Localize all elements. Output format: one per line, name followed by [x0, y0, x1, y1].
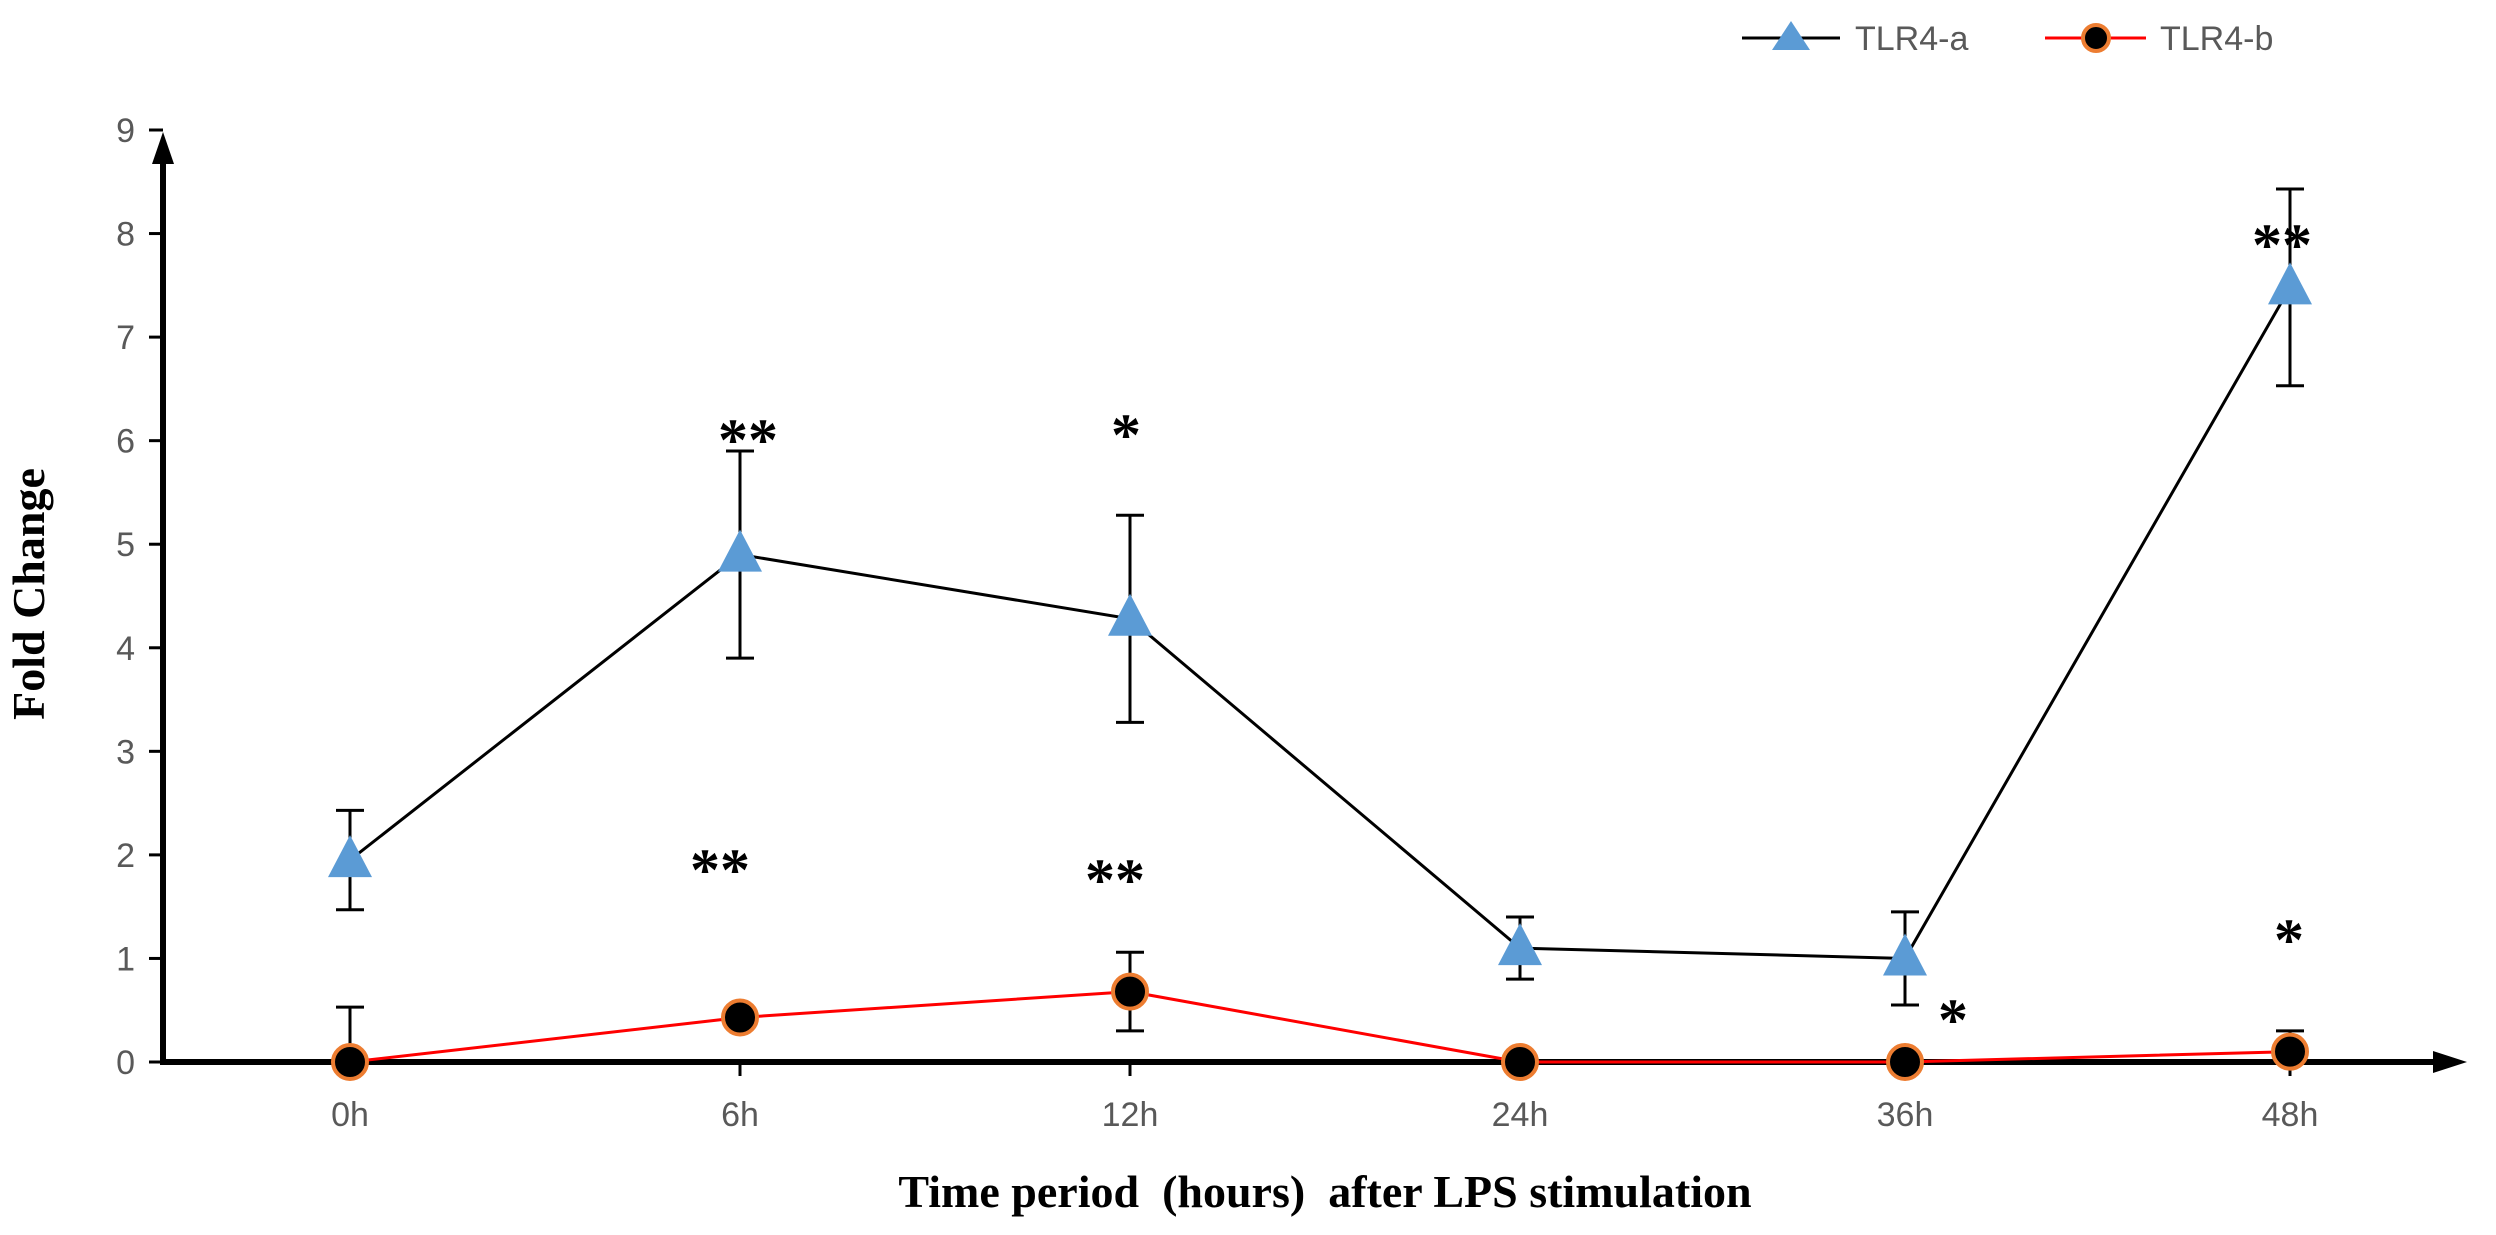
y-tick-label: 9	[116, 112, 135, 150]
y-tick-label: 6	[116, 423, 135, 461]
data-point-tlr4-b	[1886, 1043, 1924, 1081]
significance-label-tlr4-a: **	[718, 407, 778, 473]
legend-item-tlr4-b: TLR4-b	[2045, 20, 2273, 58]
legend-label-tlr4-a: TLR4-a	[1855, 20, 1968, 58]
significance-label-tlr4-a: **	[2252, 212, 2312, 278]
significance-label-tlr4-b: **	[1085, 847, 1145, 913]
y-tick-label: 1	[116, 940, 135, 978]
data-point-tlr4-b	[2271, 1032, 2309, 1071]
x-axis-title: Time period (hours) after LPS stimulatio…	[898, 1166, 1751, 1217]
x-tick-label: 24h	[1492, 1096, 1549, 1134]
legend-circle-icon	[2081, 23, 2111, 53]
x-tick-label: 0h	[331, 1096, 369, 1134]
series-line-tlr4-b	[349, 990, 2291, 1064]
significance-label-tlr4-b: *	[2274, 907, 2304, 973]
significance-label-tlr4-a: *	[1111, 402, 1141, 468]
y-tick-label: 7	[116, 319, 135, 357]
significance-label-tlr4-b: **	[690, 837, 750, 903]
data-point-tlr4-a	[718, 529, 762, 572]
y-tick-label: 2	[116, 837, 135, 875]
plot-area: ** ***** ****	[328, 187, 2312, 1081]
legend-triangle-icon	[1772, 21, 1810, 50]
data-point-tlr4-b	[331, 1043, 369, 1081]
data-point-tlr4-b	[1111, 972, 1149, 1011]
data-point-tlr4-b	[721, 998, 759, 1037]
x-axis-arrow	[2433, 1051, 2467, 1073]
series-lines	[349, 286, 2292, 1064]
data-point-tlr4-a	[328, 835, 372, 878]
x-tick-label: 48h	[2262, 1096, 2319, 1134]
y-axis-arrow	[152, 132, 174, 164]
x-tick-label: 12h	[1102, 1096, 1159, 1134]
data-point-tlr4-a	[1498, 923, 1542, 966]
data-point-tlr4-a	[1883, 933, 1927, 976]
y-tick-label: 4	[116, 630, 135, 668]
y-axis-title: Fold Change	[3, 468, 54, 720]
significance-label-tlr4-b: *	[1938, 987, 1968, 1053]
data-point-tlr4-a	[1108, 593, 1152, 636]
axes: 0 1 2 3 4 5 6 7 8 9 0h 6h 12h 24h 36h 48h	[116, 112, 2467, 1134]
significance-labels: ** ***** ****	[690, 212, 2312, 1053]
y-tick-label: 8	[116, 216, 135, 254]
y-tick-label: 0	[116, 1044, 135, 1082]
data-markers	[328, 262, 2312, 1081]
series-line-tlr4-a	[349, 286, 2292, 960]
legend-item-tlr4-a: TLR4-a	[1742, 20, 1968, 58]
error-bars	[336, 187, 2304, 1062]
data-point-tlr4-b	[1501, 1043, 1539, 1081]
data-point-tlr4-a	[2268, 262, 2312, 305]
legend-label-tlr4-b: TLR4-b	[2160, 20, 2273, 58]
legend: TLR4-a TLR4-b	[1742, 20, 2273, 58]
x-tick-label: 6h	[721, 1096, 759, 1134]
x-axis-ticks: 0h 6h 12h 24h 36h 48h	[331, 1062, 2318, 1134]
x-tick-label: 36h	[1877, 1096, 1934, 1134]
y-tick-label: 3	[116, 733, 135, 771]
y-tick-label: 5	[116, 526, 135, 564]
y-axis-ticks: 0 1 2 3 4 5 6 7 8 9	[116, 112, 163, 1082]
